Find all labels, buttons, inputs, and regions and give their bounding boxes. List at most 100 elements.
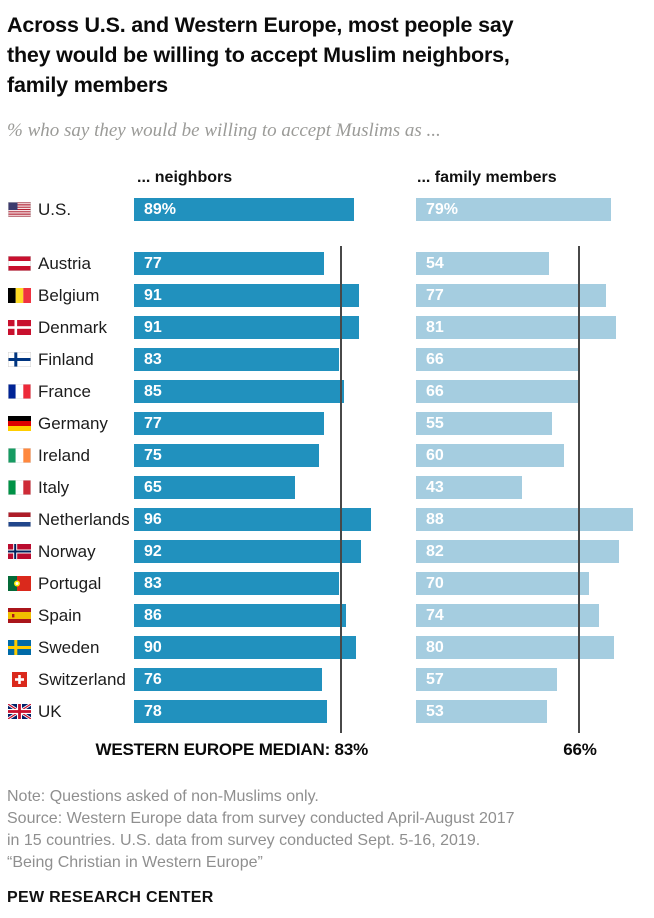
family-bar: 43 [416, 476, 522, 499]
country-row: Sweden 90 80 [0, 636, 654, 659]
family-bar: 55 [416, 412, 552, 435]
footnote-line: Note: Questions asked of non-Muslims onl… [7, 788, 319, 805]
country-row: U.S. 89% 79% [0, 198, 654, 221]
family-members-column-header: ... family members [417, 169, 557, 186]
neighbors-bar: 86 [134, 604, 346, 627]
neighbors-bar: 89% [134, 198, 354, 221]
bar-value-label: 83 [144, 575, 162, 592]
family-bar: 70 [416, 572, 589, 595]
flag-switzerland-icon [8, 672, 31, 687]
bar-value-label: 57 [426, 671, 444, 688]
country-label: Switzerland [38, 670, 126, 689]
family-bar: 57 [416, 668, 557, 691]
family-bar: 79% [416, 198, 611, 221]
country-label: Austria [38, 254, 91, 273]
country-label: U.S. [38, 200, 72, 219]
country-label: France [38, 382, 91, 401]
country-row: Switzerland 76 57 [0, 668, 654, 691]
bar-value-label: 90 [144, 639, 162, 656]
bar-value-label: 81 [426, 319, 444, 336]
country-label: Norway [38, 542, 96, 561]
family-bar: 81 [416, 316, 616, 339]
flag-france-icon [8, 384, 31, 399]
flag-spain-icon [8, 608, 31, 623]
bar-value-label: 96 [144, 511, 162, 528]
bar-value-label: 77 [144, 415, 162, 432]
bar-value-label: 60 [426, 447, 444, 464]
family-bar: 53 [416, 700, 547, 723]
western-europe-median-label: WESTERN EUROPE MEDIAN: 83% [95, 740, 368, 759]
country-row: Ireland 75 60 [0, 444, 654, 467]
country-row: Finland 83 66 [0, 348, 654, 371]
flag-ireland-icon [8, 448, 31, 463]
flag-uk-icon [8, 704, 31, 719]
flag-denmark-icon [8, 320, 31, 335]
bar-value-label: 55 [426, 415, 444, 432]
bar-value-label: 89% [144, 201, 177, 218]
bar-value-label: 66 [426, 351, 444, 368]
family-bar: 82 [416, 540, 619, 563]
country-label: Belgium [38, 286, 100, 305]
neighbors-bar: 91 [134, 284, 359, 307]
flag-austria-icon [8, 256, 31, 271]
chart-title-line: family members [7, 73, 168, 97]
bar-value-label: 85 [144, 383, 162, 400]
bar-value-label: 79% [426, 201, 459, 218]
country-row: Belgium 91 77 [0, 284, 654, 307]
chart-title-line: they would be willing to accept Muslim n… [7, 43, 510, 67]
country-row: UK 78 53 [0, 700, 654, 723]
bar-value-label: 88 [426, 511, 444, 528]
flag-norway-icon [8, 544, 31, 559]
country-label: Spain [38, 606, 82, 625]
bar-value-label: 43 [426, 479, 444, 496]
neighbors-bar: 77 [134, 252, 324, 275]
country-label: UK [38, 702, 62, 721]
neighbors-bar: 83 [134, 572, 339, 595]
bar-value-label: 54 [426, 255, 444, 272]
bar-value-label: 53 [426, 703, 444, 720]
bar-value-label: 70 [426, 575, 444, 592]
flag-sweden-icon [8, 640, 31, 655]
country-label: Netherlands [38, 510, 130, 529]
family-median-line [578, 246, 580, 733]
neighbors-bar: 85 [134, 380, 344, 403]
flag-germany-icon [8, 416, 31, 431]
flag-us-icon [8, 202, 31, 217]
bar-value-label: 65 [144, 479, 162, 496]
flag-belgium-icon [8, 288, 31, 303]
family-bar: 77 [416, 284, 606, 307]
footnote: Note: Questions asked of non-Muslims onl… [7, 786, 515, 874]
neighbors-bar: 91 [134, 316, 359, 339]
bar-value-label: 77 [426, 287, 444, 304]
neighbors-bar: 83 [134, 348, 339, 371]
country-row: Netherlands 96 88 [0, 508, 654, 531]
bar-value-label: 75 [144, 447, 162, 464]
bar-value-label: 91 [144, 287, 162, 304]
neighbors-bar: 76 [134, 668, 322, 691]
chart-title: Across U.S. and Western Europe, most peo… [7, 10, 514, 100]
country-label: Denmark [38, 318, 107, 337]
country-row: Spain 86 74 [0, 604, 654, 627]
bar-value-label: 74 [426, 607, 444, 624]
flag-portugal-icon [8, 576, 31, 591]
family-median-value-label: 66% [563, 740, 597, 759]
family-bar: 66 [416, 380, 579, 403]
family-bar: 60 [416, 444, 564, 467]
neighbors-bar: 96 [134, 508, 371, 531]
bar-value-label: 66 [426, 383, 444, 400]
country-label: Portugal [38, 574, 102, 593]
country-row: Germany 77 55 [0, 412, 654, 435]
family-bar: 54 [416, 252, 549, 275]
chart-title-line: Across U.S. and Western Europe, most peo… [7, 13, 514, 37]
country-label: Italy [38, 478, 70, 497]
country-label: Germany [38, 414, 108, 433]
country-label: Sweden [38, 638, 100, 657]
flag-italy-icon [8, 480, 31, 495]
bar-value-label: 82 [426, 543, 444, 560]
neighbors-bar: 65 [134, 476, 295, 499]
pew-research-center-brand: PEW RESEARCH CENTER [7, 889, 214, 906]
flag-finland-icon [8, 352, 31, 367]
country-row: Italy 65 43 [0, 476, 654, 499]
